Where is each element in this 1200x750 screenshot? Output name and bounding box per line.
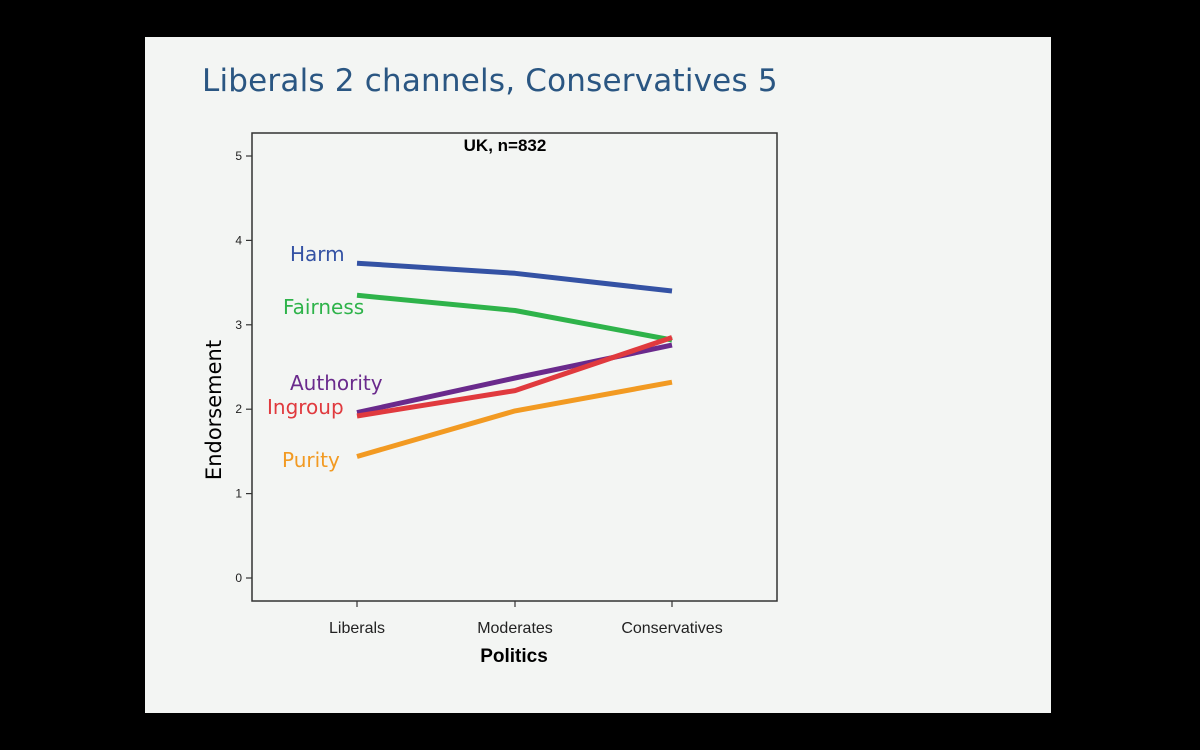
series-line-purity xyxy=(356,379,673,459)
x-tick-label-liberals: Liberals xyxy=(329,620,385,637)
series-label-fairness: Fairness xyxy=(283,295,364,319)
series-label-purity: Purity xyxy=(282,448,340,472)
series-label-authority: Authority xyxy=(290,371,383,395)
x-tick-label-moderates: Moderates xyxy=(477,620,553,637)
y-tick-label: 3 xyxy=(235,318,242,332)
x-axis-label: Politics xyxy=(480,646,548,667)
chart-title: UK, n=832 xyxy=(464,136,547,155)
y-axis-label: Endorsement xyxy=(202,340,226,480)
y-tick-label: 5 xyxy=(235,149,242,163)
y-tick-label: 4 xyxy=(235,233,242,247)
slide: Liberals 2 channels, Conservatives 5 UK,… xyxy=(145,37,1051,713)
y-axis-ticks: 0 1 2 3 4 5 xyxy=(235,149,252,585)
y-tick-label: 2 xyxy=(235,402,242,416)
x-tick-label-conservatives: Conservatives xyxy=(621,620,722,637)
series-label-harm: Harm xyxy=(290,242,345,266)
plot-frame xyxy=(251,132,778,602)
series-line-harm xyxy=(356,260,673,294)
y-tick-label: 0 xyxy=(235,571,242,585)
x-axis-ticks: Liberals Moderates Conservatives xyxy=(329,601,723,637)
series-lines xyxy=(356,260,673,459)
series-label-ingroup: Ingroup xyxy=(267,395,344,419)
slide-title: Liberals 2 channels, Conservatives 5 xyxy=(202,63,778,99)
series-line-fairness xyxy=(356,292,673,343)
line-chart: UK, n=832 0 1 2 3 4 5 Liberals Moderates Conser… xyxy=(202,132,778,667)
y-tick-label: 1 xyxy=(235,487,242,501)
